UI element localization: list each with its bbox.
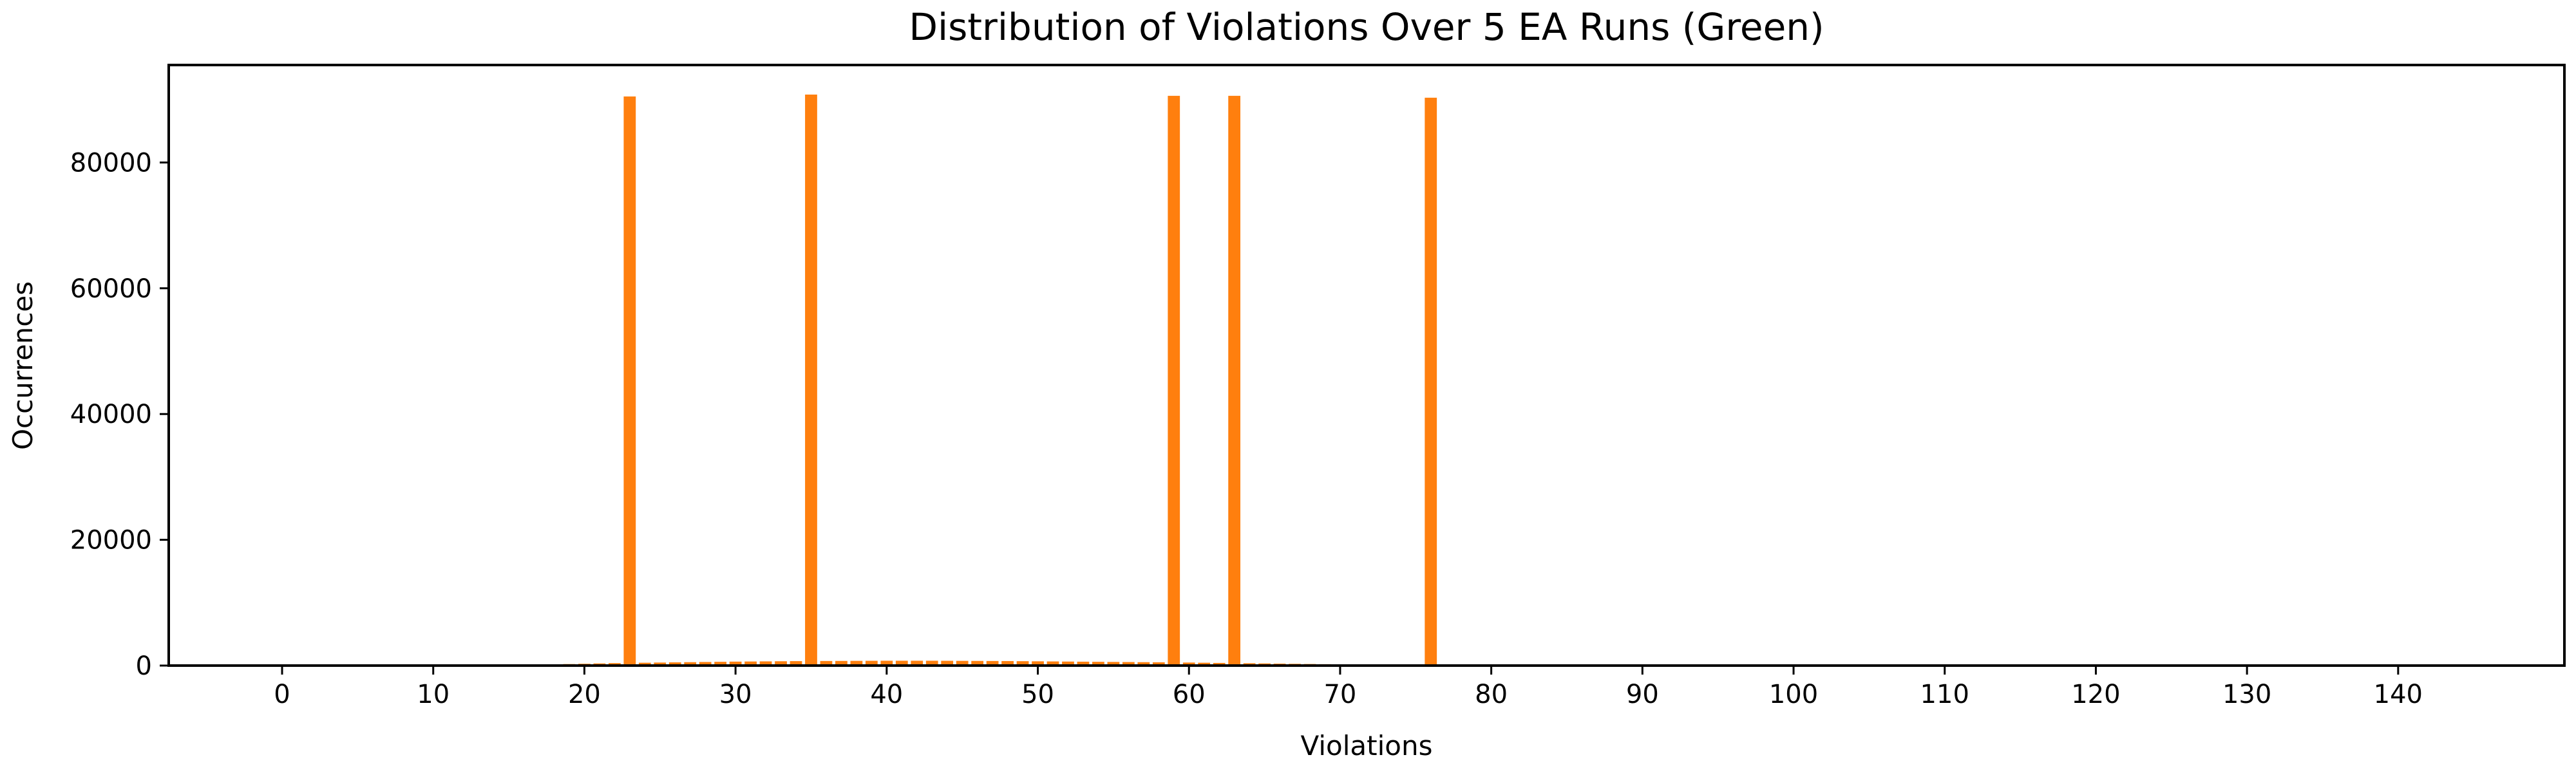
x-tick-label: 50 [1021, 680, 1054, 709]
y-axis-label: Occurrences [7, 281, 39, 450]
x-tick-label: 90 [1626, 680, 1659, 709]
x-tick-label: 120 [2071, 680, 2120, 709]
x-tick-label: 100 [1769, 680, 1818, 709]
x-tick-label: 140 [2374, 680, 2423, 709]
y-tick-label: 20000 [70, 526, 152, 556]
bar [1168, 96, 1180, 666]
bars-group [488, 95, 1467, 666]
x-tick-label: 130 [2222, 680, 2271, 709]
x-tick-label: 70 [1323, 680, 1356, 709]
chart-title: Distribution of Violations Over 5 EA Run… [909, 5, 1824, 49]
plot-frame [169, 65, 2564, 666]
y-tick-label: 0 [136, 651, 152, 681]
x-tick-label: 30 [719, 680, 752, 709]
x-tick-label: 80 [1475, 680, 1508, 709]
x-tick-label: 10 [417, 680, 450, 709]
y-tick-label: 40000 [70, 400, 152, 429]
x-axis-ticks: 0 10 20 30 40 50 60 70 80 90 100 110 120 130 140 [274, 666, 2423, 709]
x-axis-label: Violations [1301, 730, 1433, 761]
x-tick-label: 60 [1173, 680, 1206, 709]
bar [1228, 96, 1240, 666]
bar [623, 97, 636, 666]
bar [805, 95, 817, 666]
x-tick-label: 0 [274, 680, 290, 709]
x-tick-label: 110 [1920, 680, 1969, 709]
bar [1425, 98, 1437, 666]
x-tick-label: 40 [870, 680, 903, 709]
y-axis-ticks: 0 20000 40000 60000 80000 [70, 148, 169, 681]
x-tick-label: 20 [568, 680, 601, 709]
y-tick-label: 60000 [70, 274, 152, 304]
y-tick-label: 80000 [70, 148, 152, 178]
